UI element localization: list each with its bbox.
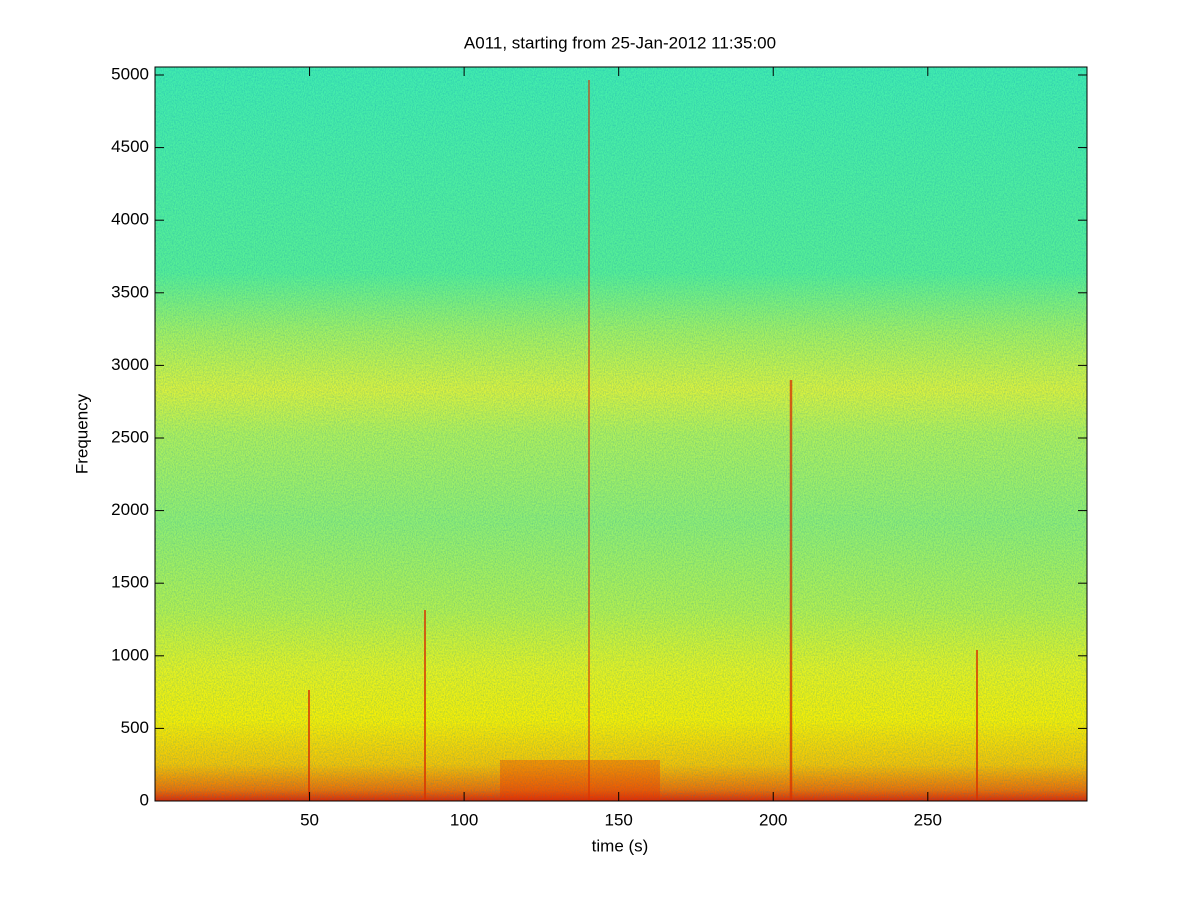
y-tick-label: 5000 (111, 64, 149, 83)
y-tick-label: 2500 (111, 427, 149, 446)
x-tick-label: 200 (759, 810, 787, 829)
x-tick-label: 250 (914, 810, 942, 829)
y-tick-label: 500 (121, 718, 149, 737)
x-axis-label: time (s) (592, 836, 649, 855)
x-tick-label: 50 (300, 810, 319, 829)
y-tick-label: 0 (140, 790, 149, 809)
spectrogram-texture (155, 67, 1087, 801)
y-tick-label: 4500 (111, 137, 149, 156)
chart-title: A011, starting from 25-Jan-2012 11:35:00 (464, 33, 776, 52)
y-tick-label: 3000 (111, 355, 149, 374)
y-axis-label: Frequency (72, 393, 91, 474)
plot-area (154, 66, 1088, 802)
axes-box (154, 66, 1088, 802)
x-tick-label: 100 (450, 810, 478, 829)
x-tick-label: 150 (604, 810, 632, 829)
y-tick-label: 4000 (111, 210, 149, 229)
spectrogram-burst (500, 760, 660, 801)
y-tick-label: 1000 (111, 645, 149, 664)
y-tick-label: 2000 (111, 500, 149, 519)
spectrogram-streaks (308, 80, 978, 801)
y-tick-label: 3500 (111, 282, 149, 301)
y-tick-label: 1500 (111, 573, 149, 592)
